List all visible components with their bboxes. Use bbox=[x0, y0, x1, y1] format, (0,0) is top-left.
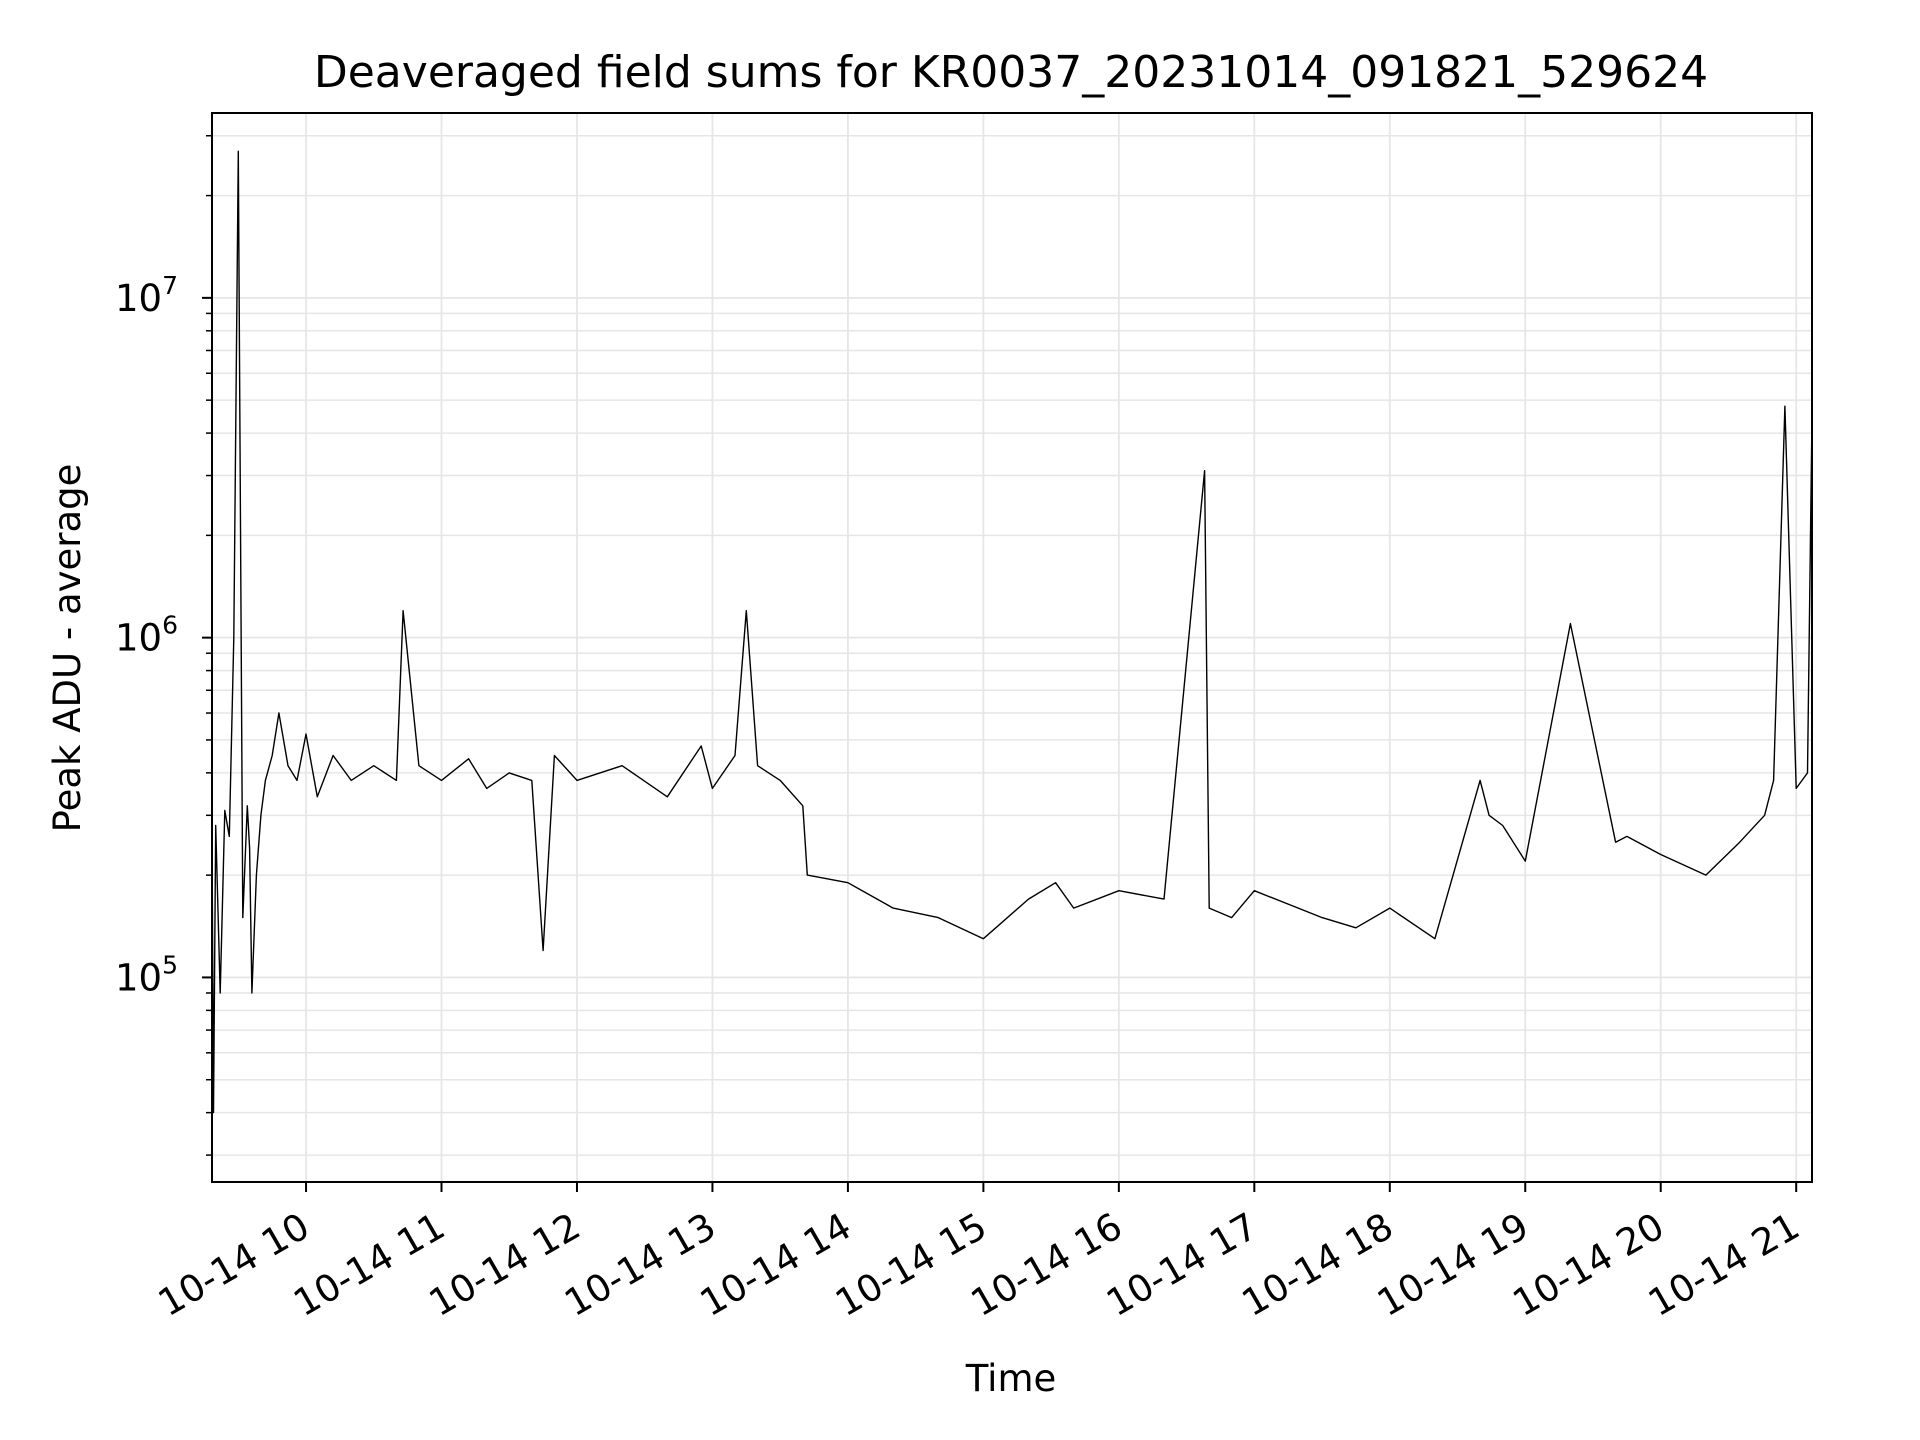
y-tick-label: 106 bbox=[115, 611, 178, 660]
plot-frame bbox=[211, 112, 1813, 1183]
data-series-line bbox=[211, 150, 1813, 1114]
x-axis-label: Time bbox=[965, 1357, 1057, 1400]
chart-title: Deaveraged field sums for KR0037_2023101… bbox=[314, 47, 1708, 98]
grid bbox=[212, 113, 1812, 1182]
y-tick-label: 107 bbox=[115, 271, 178, 320]
y-axis: 105 106 107 bbox=[115, 134, 212, 1156]
y-tick-label: 105 bbox=[115, 950, 178, 999]
y-axis-label: Peak ADU - average bbox=[46, 464, 89, 833]
